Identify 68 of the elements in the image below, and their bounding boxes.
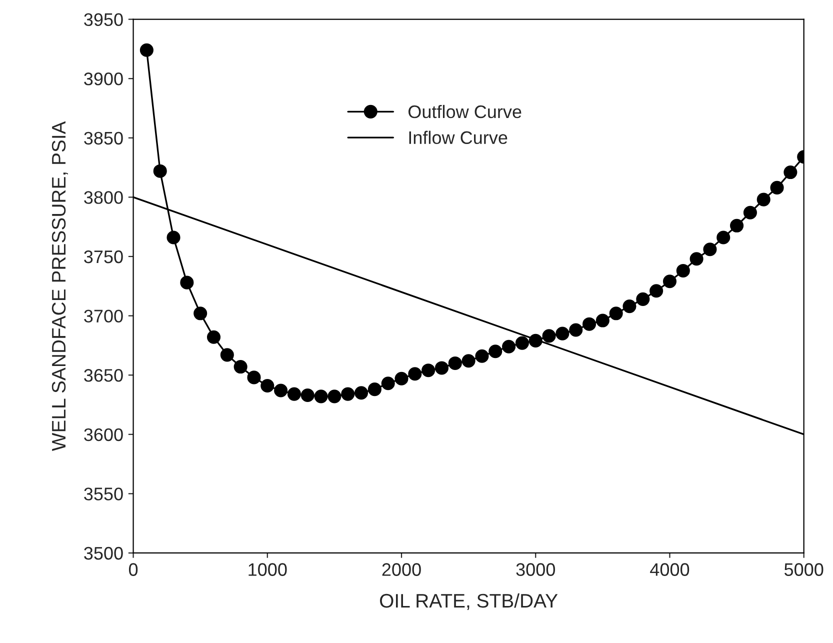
y-tick-label: 3600: [84, 428, 123, 442]
y-tick-label: 3700: [84, 310, 123, 323]
x-tick-label: 0: [128, 563, 138, 576]
point: [234, 360, 248, 374]
point: [341, 387, 355, 401]
y-axis-title: WELL SANDFACE PRESSURE, PSIA: [52, 121, 68, 452]
y-tick-label: 3650: [84, 369, 123, 382]
point: [180, 276, 194, 290]
point: [381, 376, 395, 390]
point: [220, 348, 234, 362]
point: [609, 306, 623, 320]
point: [662, 274, 676, 288]
point: [770, 180, 784, 194]
point: [274, 384, 288, 398]
point: [730, 218, 744, 232]
point: [636, 292, 650, 306]
point: [260, 378, 274, 393]
x-tick-label: 3000: [516, 563, 555, 576]
point: [556, 326, 570, 340]
point: [287, 387, 301, 401]
point: [206, 330, 221, 344]
point: [194, 306, 208, 320]
y-tick-label: 3900: [84, 72, 123, 86]
point: [408, 367, 422, 381]
point: [140, 43, 154, 57]
point: [354, 386, 368, 400]
point: [622, 300, 636, 314]
y-tick-label: 3850: [84, 132, 123, 145]
point: [703, 242, 717, 256]
x-tick-label: 5000: [784, 563, 824, 576]
y-tick-label: 3500: [84, 546, 123, 560]
point: [515, 336, 529, 350]
point: [676, 264, 690, 278]
point: [166, 230, 180, 244]
legend-label: Outflow Curve: [408, 104, 522, 118]
point: [328, 390, 342, 404]
y-tick-label: 3800: [84, 191, 123, 204]
point: [434, 361, 449, 375]
point: [368, 382, 382, 396]
point: [247, 370, 261, 384]
point: [153, 164, 167, 178]
point: [542, 329, 556, 343]
point: [314, 390, 328, 404]
point: [784, 166, 798, 180]
point: [596, 314, 610, 328]
point: [462, 354, 476, 368]
point: [716, 230, 730, 244]
point: [488, 344, 502, 358]
x-tick-label: 4000: [650, 563, 690, 576]
point: [569, 323, 583, 337]
point: [475, 349, 489, 363]
point: [502, 340, 516, 354]
point: [582, 317, 596, 331]
legend-label: Inflow Curve: [409, 130, 508, 144]
point: [422, 364, 436, 378]
y-tick-label: 3550: [84, 488, 123, 500]
point: [743, 206, 757, 220]
x-axis-title: OIL RATE, STB/DAY: [380, 593, 558, 610]
point: [300, 388, 314, 402]
x-tick-label: 1000: [248, 563, 287, 576]
point: [756, 192, 770, 206]
point: [690, 252, 704, 266]
point: [650, 284, 664, 298]
y-tick-label: 3950: [84, 13, 123, 26]
y-tick-label: 3750: [84, 250, 123, 264]
point: [448, 356, 462, 370]
point: [394, 372, 408, 386]
x-tick-label: 2000: [382, 563, 421, 576]
